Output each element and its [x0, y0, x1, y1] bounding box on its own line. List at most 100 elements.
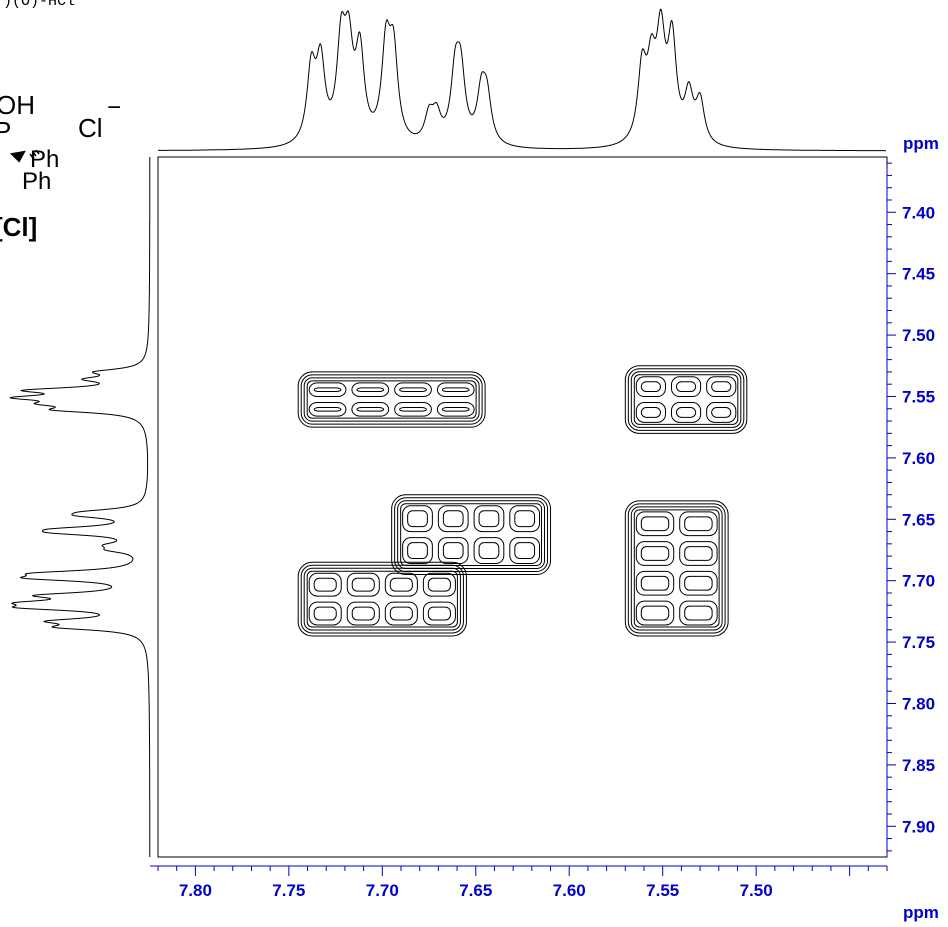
contour-cell [422, 572, 456, 597]
contour-cell [351, 402, 390, 417]
contour-cell [346, 572, 380, 597]
contour-cell [670, 376, 702, 398]
x-tick-label: 7.65 [459, 881, 492, 900]
contour-cell-inner [675, 381, 697, 393]
y-tick-label: 7.55 [902, 387, 935, 406]
contour-cell-inner [478, 542, 500, 560]
y-tick-label: 7.80 [902, 694, 935, 713]
contour-cell [635, 541, 675, 566]
y-tick-label: 7.45 [902, 265, 935, 284]
contour-cell-inner [684, 605, 713, 621]
contour-cell-inner [640, 546, 670, 561]
contour-cell [351, 382, 390, 398]
contour-cell [437, 505, 469, 533]
contour-cell [394, 382, 432, 398]
contour-cell-inner [711, 381, 732, 393]
contour-cell-inner [640, 516, 670, 532]
contour-cell [509, 505, 541, 533]
contour-cell [394, 402, 432, 417]
contour-ring [633, 374, 739, 425]
contour-cell [436, 402, 475, 417]
y-tick-label: 7.70 [902, 572, 935, 591]
contour-cell [679, 570, 718, 596]
x-tick-label: 7.50 [740, 881, 773, 900]
contour-cell [384, 601, 418, 626]
contour-ring [624, 500, 729, 637]
contour-cell [473, 505, 505, 533]
contour-ring [627, 368, 745, 431]
structure-anion-label: Cl [78, 113, 103, 143]
contour-cell [679, 541, 718, 566]
contour-cell-inner [442, 542, 464, 560]
structure-anion-charge: − [107, 94, 122, 121]
structure-oh-label: OH [0, 90, 35, 120]
contour-cell-inner [389, 577, 413, 592]
contour-ring [630, 506, 723, 631]
x-tick-label: 7.75 [272, 881, 305, 900]
contour-cell-inner [514, 510, 536, 528]
contour-cell-inner [351, 577, 375, 592]
contour-ring [633, 509, 720, 628]
contour-cell-inner [684, 516, 713, 532]
structure-p-label: P [0, 116, 12, 146]
contour-cell-inner [442, 510, 464, 528]
contour-ring [397, 500, 546, 570]
contour-cell-inner [640, 407, 661, 418]
contour-cell-inner [313, 407, 342, 412]
contour-ring [627, 503, 726, 634]
contour-cell [473, 537, 505, 565]
contour-cell-inner [478, 510, 500, 528]
contour-cell-inner [684, 546, 713, 561]
y-tick-label: 7.90 [902, 817, 935, 836]
x-tick-label: 7.55 [646, 881, 679, 900]
x-tick-label: 7.80 [179, 881, 212, 900]
contour-cell [635, 376, 666, 398]
contour-cell [635, 402, 666, 423]
contour-cell [706, 376, 737, 398]
contour-cell [706, 402, 737, 423]
contour-ring [306, 380, 477, 419]
structure-compound-label: [Cl] [0, 212, 38, 242]
contour-ring [300, 374, 483, 425]
y-tick-label: 7.65 [902, 510, 935, 529]
contour-cell [635, 511, 675, 537]
contour-cell [436, 382, 475, 398]
contour-cell-inner [684, 575, 713, 591]
contour-cell [679, 600, 718, 626]
structure-bonds [9, 149, 40, 163]
contour-cell-inner [399, 387, 427, 393]
contour-cell-inner [514, 542, 536, 560]
y-axis: 7.40 7.45 7.50 7.55 7.60 7.65 7.70 7.75 7.80 7.85… [886, 162, 935, 857]
contour-cell-inner [675, 407, 697, 418]
plot-frame [157, 156, 888, 858]
y-tick-label: 7.60 [902, 449, 935, 468]
contour-cell-inner [313, 387, 342, 393]
contour-cell-inner [427, 577, 451, 592]
y-tick-label: 7.75 [902, 633, 935, 652]
contour-cell [308, 382, 347, 398]
contour-cell [402, 505, 433, 533]
contour-cell-inner [313, 606, 337, 621]
contour-cell [635, 600, 675, 626]
contour-cell [679, 511, 718, 537]
contour-ring [394, 497, 549, 573]
contour-cell [437, 537, 469, 565]
contour-cell-inner [399, 407, 427, 412]
contour-cell [422, 601, 456, 626]
contour-ring [630, 371, 742, 428]
y-tick-label: 7.40 [902, 203, 935, 222]
contour-cell-inner [407, 510, 428, 528]
contour-ring [624, 365, 748, 434]
contour-cell [308, 572, 342, 597]
contour-cell [509, 537, 541, 565]
cross-peak-3 [297, 561, 467, 637]
contour-cell [635, 570, 675, 596]
contour-cell-inner [640, 381, 661, 393]
structure-ph-upper: Ph [30, 146, 60, 173]
contour-cell-inner [407, 542, 428, 560]
contour-cell-inner [356, 387, 385, 393]
contour-cell [402, 537, 433, 565]
cross-peak-5 [624, 500, 729, 637]
contour-cell-inner [441, 407, 470, 412]
